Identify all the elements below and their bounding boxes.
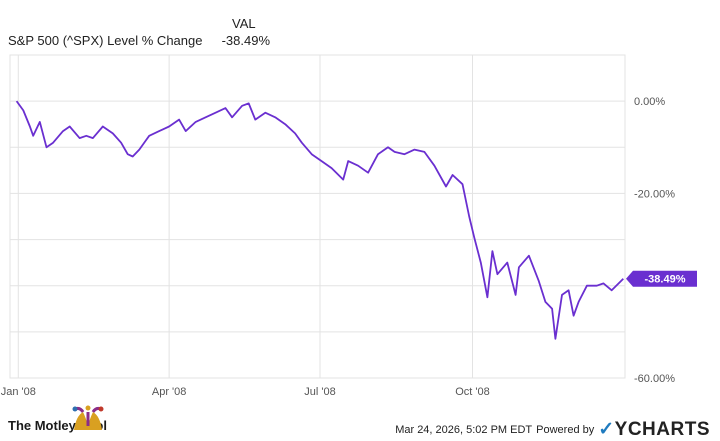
y-tick-label: -20.00% (634, 188, 675, 200)
end-label-tag (626, 270, 697, 287)
y-tick-label: 0.00% (634, 96, 665, 108)
chart-grid (9, 54, 626, 379)
legend-series-name: S&P 500 (^SPX) Level % Change (8, 33, 203, 48)
x-tick-label: Oct '08 (455, 386, 490, 398)
end-label-text: -38.49% (645, 274, 686, 286)
legend-column-header: VAL (232, 16, 256, 31)
footer-timestamp: Mar 24, 2026, 5:02 PM EDT (395, 423, 533, 436)
footer-powered-by: Powered by (536, 423, 595, 436)
footer: The Motley Fool Mar 24, 2026, 5:02 PM ED… (0, 404, 720, 441)
footer-attribution: Mar 24, 2026, 5:02 PM EDT Powered by ✓YC… (395, 418, 710, 441)
x-tick-label: Apr '08 (152, 386, 187, 398)
end-value-label: -38.49% (626, 270, 697, 287)
x-tick-label: Jan '08 (1, 386, 36, 398)
chart-series (15, 100, 624, 340)
jester-logo-icon (72, 405, 104, 430)
y-tick-label: -60.00% (634, 373, 675, 385)
line-chart: Jan '08 Apr '08 Jul '08 Oct '08 0.00% -20.00%… (1, 54, 697, 398)
chart-tick-labels: Jan '08 Apr '08 Jul '08 Oct '08 0.00% -20.00%… (1, 96, 675, 398)
legend-series-value: -38.49% (221, 33, 270, 48)
ycharts-y-icon: ✓ (598, 419, 615, 440)
plot-border (9, 54, 626, 379)
ycharts-logo: ✓YCHARTS (598, 418, 710, 441)
series-line-spx (15, 100, 624, 340)
x-tick-label: Jul '08 (304, 386, 335, 398)
ycharts-provider: YCHARTS (614, 419, 710, 440)
